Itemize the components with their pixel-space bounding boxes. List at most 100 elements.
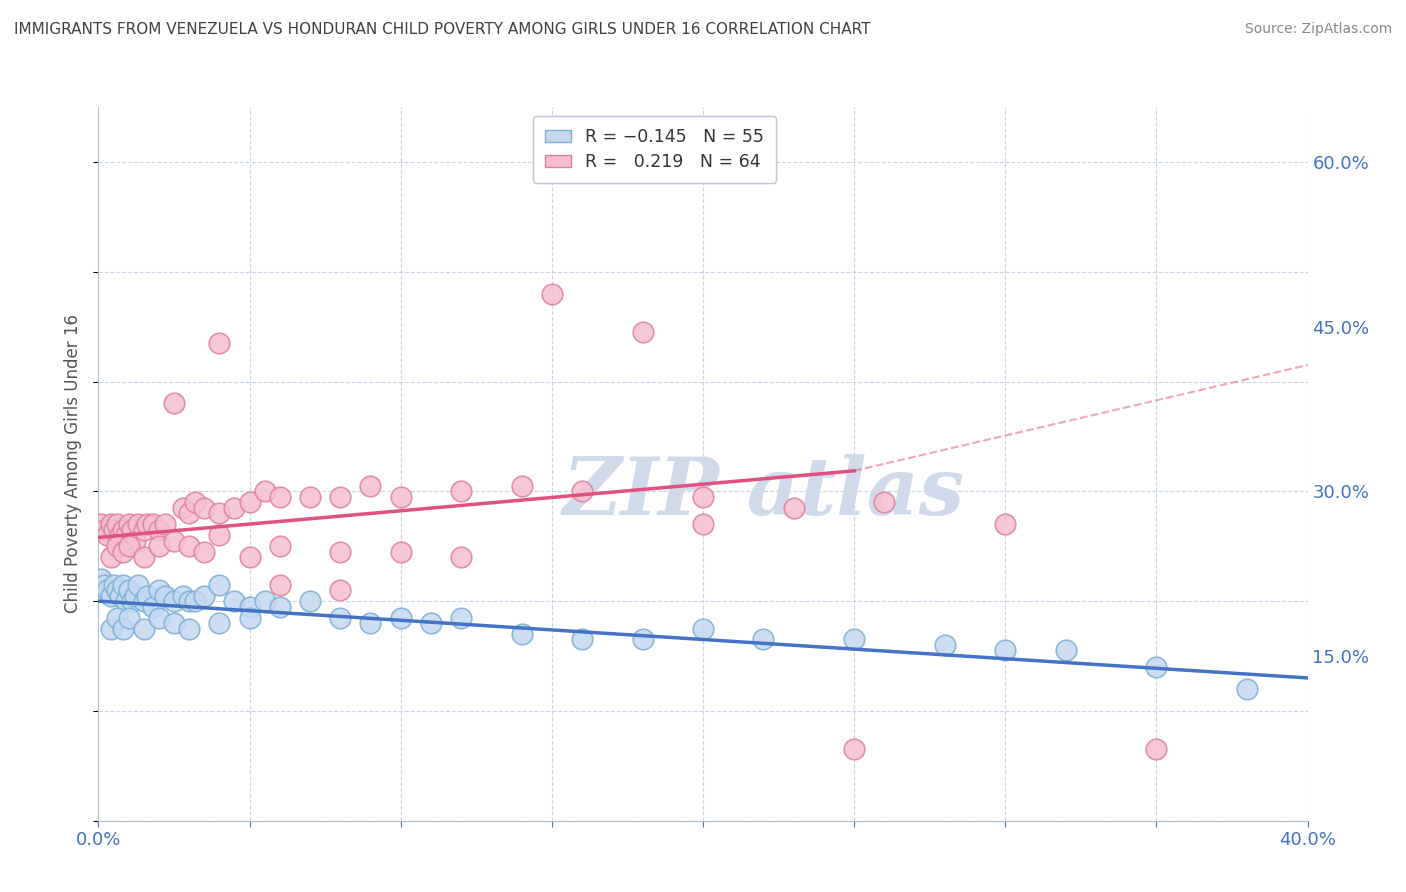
Text: Source: ZipAtlas.com: Source: ZipAtlas.com bbox=[1244, 22, 1392, 37]
Point bbox=[100, 517, 122, 532]
Point bbox=[121, 523, 143, 537]
Point bbox=[631, 325, 654, 339]
Point bbox=[253, 594, 276, 608]
Point bbox=[132, 594, 155, 608]
Point bbox=[100, 622, 122, 636]
Point bbox=[299, 594, 322, 608]
Y-axis label: Child Poverty Among Girls Under 16: Child Poverty Among Girls Under 16 bbox=[65, 314, 83, 614]
Point bbox=[184, 594, 207, 608]
Point bbox=[124, 533, 146, 548]
Point bbox=[208, 336, 231, 351]
Point bbox=[163, 533, 186, 548]
Point bbox=[93, 577, 115, 591]
Point bbox=[184, 495, 207, 509]
Point bbox=[111, 577, 134, 591]
Point bbox=[96, 528, 118, 542]
Point bbox=[269, 599, 291, 614]
Point bbox=[105, 610, 128, 624]
Point bbox=[450, 550, 472, 565]
Point bbox=[96, 583, 118, 598]
Point bbox=[269, 490, 291, 504]
Point bbox=[179, 506, 201, 520]
Point bbox=[208, 577, 231, 591]
Point bbox=[269, 539, 291, 553]
Point bbox=[105, 517, 128, 532]
Point bbox=[389, 610, 412, 624]
Point bbox=[121, 594, 143, 608]
Point bbox=[193, 500, 215, 515]
Point bbox=[135, 589, 157, 603]
Point bbox=[90, 517, 112, 532]
Point bbox=[148, 539, 170, 553]
Point bbox=[239, 610, 262, 624]
Point bbox=[179, 594, 201, 608]
Point bbox=[571, 632, 593, 647]
Point bbox=[844, 632, 866, 647]
Point bbox=[783, 500, 806, 515]
Point bbox=[389, 490, 412, 504]
Point bbox=[111, 544, 134, 558]
Text: ZIP atlas: ZIP atlas bbox=[562, 454, 965, 531]
Point bbox=[193, 544, 215, 558]
Point bbox=[510, 627, 533, 641]
Point bbox=[224, 594, 246, 608]
Point bbox=[239, 599, 262, 614]
Point bbox=[148, 523, 170, 537]
Point bbox=[114, 594, 136, 608]
Point bbox=[208, 506, 231, 520]
Point bbox=[90, 572, 112, 586]
Point bbox=[103, 577, 125, 591]
Point bbox=[127, 577, 149, 591]
Point bbox=[253, 484, 276, 499]
Point bbox=[172, 500, 194, 515]
Point bbox=[873, 495, 896, 509]
Point bbox=[111, 622, 134, 636]
Text: IMMIGRANTS FROM VENEZUELA VS HONDURAN CHILD POVERTY AMONG GIRLS UNDER 16 CORRELA: IMMIGRANTS FROM VENEZUELA VS HONDURAN CH… bbox=[14, 22, 870, 37]
Point bbox=[172, 589, 194, 603]
Point bbox=[224, 500, 246, 515]
Point bbox=[994, 517, 1017, 532]
Point bbox=[360, 615, 382, 630]
Point bbox=[360, 479, 382, 493]
Point bbox=[163, 594, 186, 608]
Point bbox=[108, 528, 131, 542]
Point bbox=[420, 615, 443, 630]
Point bbox=[108, 589, 131, 603]
Point bbox=[934, 638, 956, 652]
Point bbox=[269, 577, 291, 591]
Point bbox=[994, 643, 1017, 657]
Point bbox=[100, 589, 122, 603]
Point bbox=[105, 539, 128, 553]
Point bbox=[132, 550, 155, 565]
Point bbox=[329, 544, 352, 558]
Point bbox=[163, 396, 186, 410]
Point bbox=[540, 286, 562, 301]
Point bbox=[450, 484, 472, 499]
Point bbox=[127, 517, 149, 532]
Point bbox=[329, 610, 352, 624]
Point bbox=[93, 523, 115, 537]
Point bbox=[692, 490, 714, 504]
Point bbox=[153, 517, 176, 532]
Point bbox=[103, 523, 125, 537]
Legend: R = −0.145   N = 55, R =   0.219   N = 64: R = −0.145 N = 55, R = 0.219 N = 64 bbox=[533, 116, 776, 183]
Point bbox=[163, 615, 186, 630]
Point bbox=[329, 583, 352, 598]
Point bbox=[179, 622, 201, 636]
Point bbox=[299, 490, 322, 504]
Point bbox=[132, 622, 155, 636]
Point bbox=[208, 615, 231, 630]
Point bbox=[1054, 643, 1077, 657]
Point bbox=[208, 528, 231, 542]
Point bbox=[148, 583, 170, 598]
Point bbox=[124, 589, 146, 603]
Point bbox=[118, 517, 141, 532]
Point bbox=[111, 523, 134, 537]
Point bbox=[752, 632, 775, 647]
Point bbox=[1236, 681, 1258, 696]
Point bbox=[142, 599, 165, 614]
Point bbox=[118, 583, 141, 598]
Point bbox=[193, 589, 215, 603]
Point bbox=[153, 589, 176, 603]
Point bbox=[105, 583, 128, 598]
